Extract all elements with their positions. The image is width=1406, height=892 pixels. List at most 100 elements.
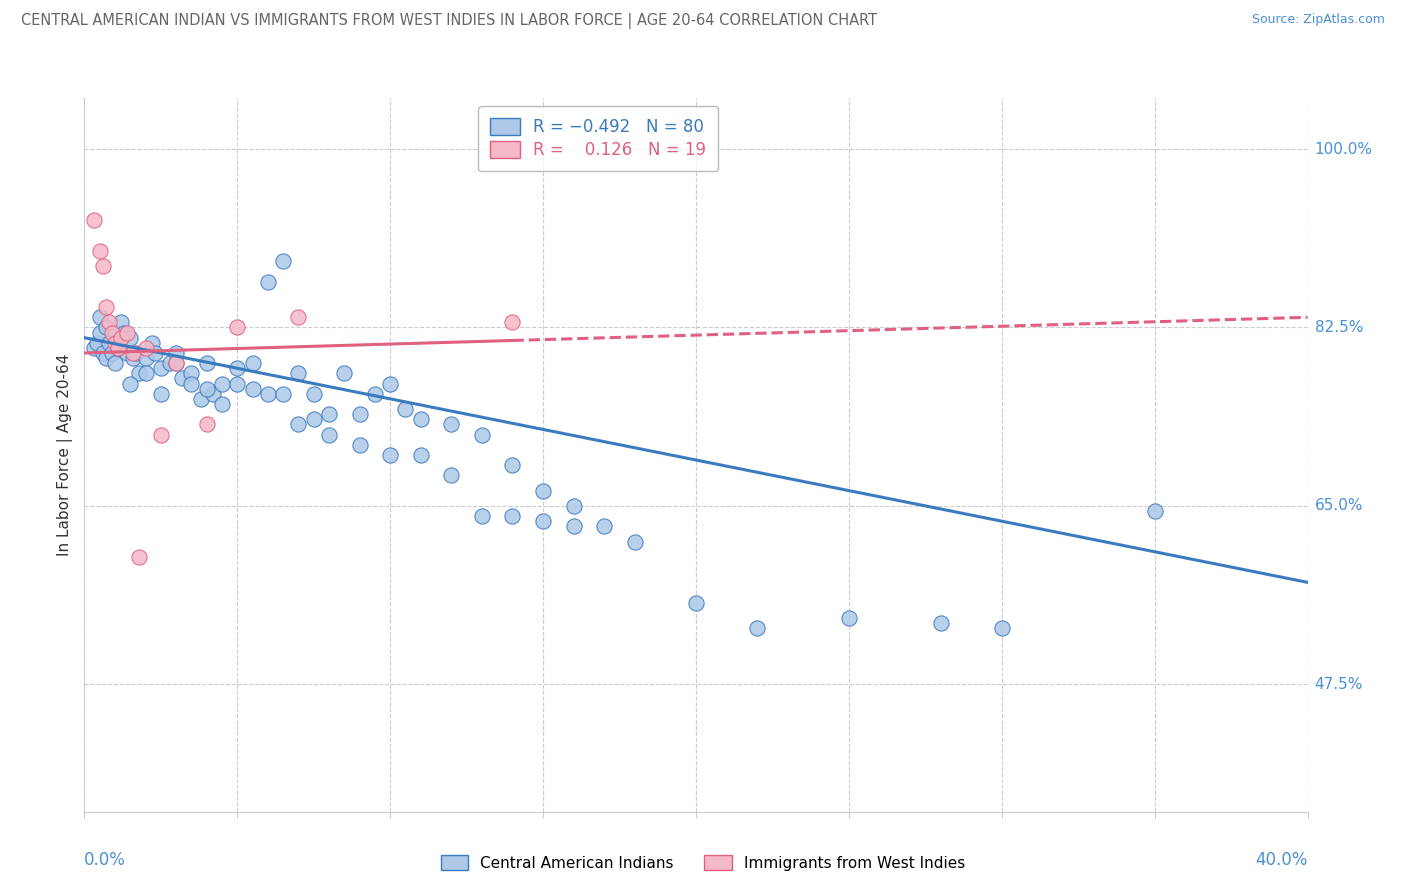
- Point: [180, 367, 202, 381]
- Point: [501, 458, 523, 472]
- Point: [115, 326, 138, 340]
- Text: 40.0%: 40.0%: [1256, 851, 1308, 869]
- Point: [159, 356, 181, 370]
- Point: [531, 483, 554, 498]
- Point: [257, 275, 280, 289]
- Point: [89, 244, 111, 258]
- Text: 100.0%: 100.0%: [1315, 142, 1372, 157]
- Legend: Central American Indians, Immigrants from West Indies: Central American Indians, Immigrants fro…: [432, 846, 974, 880]
- Text: CENTRAL AMERICAN INDIAN VS IMMIGRANTS FROM WEST INDIES IN LABOR FORCE | AGE 20-6: CENTRAL AMERICAN INDIAN VS IMMIGRANTS FR…: [21, 13, 877, 29]
- Point: [107, 341, 129, 355]
- Text: Source: ZipAtlas.com: Source: ZipAtlas.com: [1251, 13, 1385, 27]
- Point: [120, 376, 142, 391]
- Point: [257, 386, 280, 401]
- Point: [83, 341, 105, 355]
- Point: [471, 509, 494, 524]
- Point: [271, 254, 294, 268]
- Point: [97, 315, 120, 329]
- Point: [135, 367, 157, 381]
- Point: [380, 448, 402, 462]
- Point: [104, 335, 127, 350]
- Point: [394, 402, 416, 417]
- Point: [195, 356, 218, 370]
- Point: [120, 331, 142, 345]
- Point: [110, 315, 132, 329]
- Point: [562, 499, 585, 513]
- Point: [122, 351, 145, 365]
- Point: [86, 335, 108, 350]
- Point: [440, 468, 463, 483]
- Point: [165, 356, 187, 370]
- Point: [83, 213, 105, 227]
- Point: [143, 346, 166, 360]
- Point: [1143, 504, 1166, 518]
- Point: [471, 427, 494, 442]
- Point: [122, 346, 145, 360]
- Point: [287, 310, 309, 325]
- Point: [135, 351, 157, 365]
- Point: [409, 448, 432, 462]
- Point: [211, 397, 233, 411]
- Point: [195, 382, 218, 396]
- Point: [349, 407, 371, 421]
- Point: [89, 326, 111, 340]
- Point: [349, 438, 371, 452]
- Point: [101, 346, 124, 360]
- Point: [91, 260, 114, 274]
- Point: [287, 417, 309, 432]
- Point: [302, 386, 325, 401]
- Point: [242, 382, 264, 396]
- Point: [101, 326, 124, 340]
- Point: [226, 361, 249, 376]
- Point: [211, 376, 233, 391]
- Point: [745, 621, 768, 635]
- Point: [104, 326, 127, 340]
- Point: [135, 341, 157, 355]
- Point: [201, 386, 224, 401]
- Point: [195, 417, 218, 432]
- Text: 47.5%: 47.5%: [1315, 677, 1362, 692]
- Point: [91, 346, 114, 360]
- Point: [149, 386, 172, 401]
- Text: 65.0%: 65.0%: [1315, 499, 1362, 514]
- Point: [128, 367, 150, 381]
- Point: [112, 326, 135, 340]
- Point: [226, 376, 249, 391]
- Point: [364, 386, 387, 401]
- Point: [115, 346, 138, 360]
- Point: [501, 509, 523, 524]
- Point: [380, 376, 402, 391]
- Point: [318, 407, 340, 421]
- Point: [94, 300, 117, 314]
- Point: [624, 534, 647, 549]
- Point: [990, 621, 1012, 635]
- Point: [287, 367, 309, 381]
- Point: [190, 392, 212, 406]
- Point: [89, 310, 111, 325]
- Point: [172, 371, 194, 385]
- Point: [593, 519, 616, 533]
- Legend: R = −0.492   N = 80, R =    0.126   N = 19: R = −0.492 N = 80, R = 0.126 N = 19: [478, 106, 718, 171]
- Point: [141, 335, 163, 350]
- Point: [838, 611, 860, 625]
- Text: 82.5%: 82.5%: [1315, 320, 1362, 335]
- Point: [242, 356, 264, 370]
- Point: [149, 361, 172, 376]
- Point: [104, 356, 127, 370]
- Point: [125, 346, 148, 360]
- Point: [501, 315, 523, 329]
- Point: [271, 386, 294, 401]
- Point: [128, 549, 150, 564]
- Point: [929, 616, 952, 631]
- Point: [409, 412, 432, 426]
- Point: [94, 320, 117, 334]
- Point: [562, 519, 585, 533]
- Point: [97, 335, 120, 350]
- Point: [94, 351, 117, 365]
- Point: [110, 331, 132, 345]
- Point: [685, 596, 707, 610]
- Point: [318, 427, 340, 442]
- Point: [149, 427, 172, 442]
- Point: [165, 356, 187, 370]
- Point: [333, 367, 356, 381]
